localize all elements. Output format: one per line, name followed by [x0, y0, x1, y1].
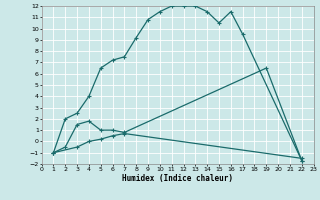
- X-axis label: Humidex (Indice chaleur): Humidex (Indice chaleur): [122, 174, 233, 183]
